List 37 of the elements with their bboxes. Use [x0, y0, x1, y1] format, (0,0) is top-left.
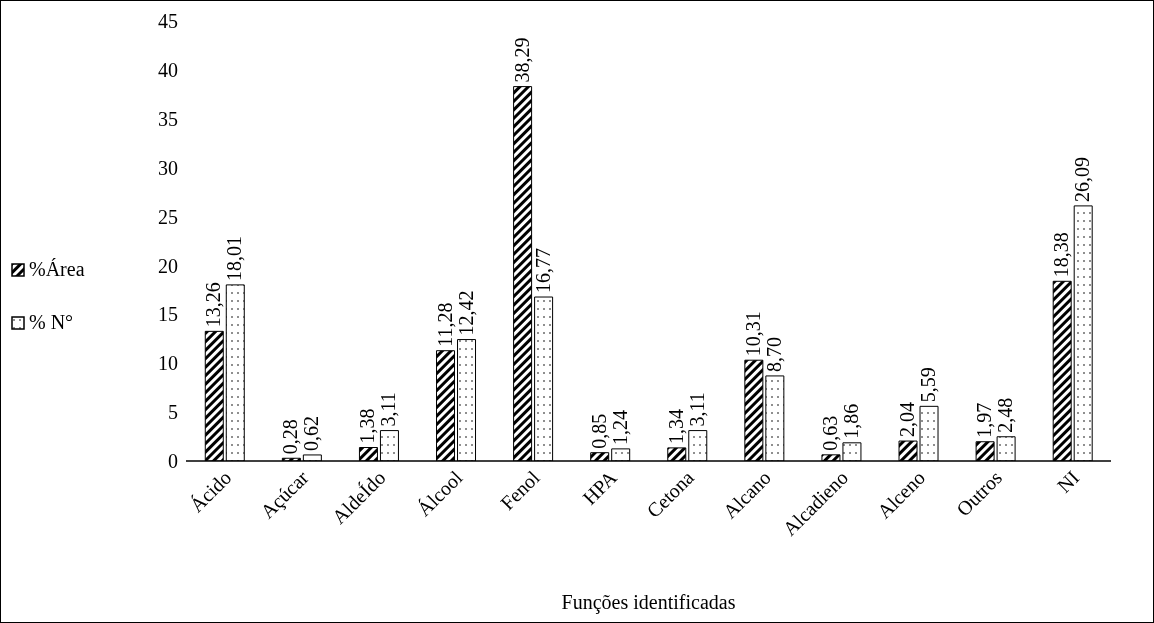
data-label: 18,01	[223, 235, 246, 281]
x-axis-title: Funções identificadas	[561, 591, 736, 614]
y-tick-label: 0	[168, 450, 178, 473]
y-tick-label: 5	[168, 401, 178, 424]
data-label: 0,63	[818, 415, 841, 451]
y-tick-label: 40	[158, 58, 178, 81]
data-label: 8,70	[762, 336, 785, 372]
data-label: 0,62	[300, 415, 323, 451]
data-label: 16,77	[531, 248, 554, 294]
data-label: 1,86	[839, 403, 862, 439]
x-tick-label: NI	[1052, 466, 1084, 497]
data-label: 1,38	[356, 408, 379, 444]
data-label: 5,59	[917, 367, 940, 403]
data-label: 10,31	[741, 311, 764, 357]
data-label: 3,11	[685, 392, 708, 427]
x-tick-label: HPA	[578, 465, 622, 509]
data-label: 2,48	[994, 397, 1017, 433]
data-label: 26,09	[1071, 156, 1094, 202]
data-label: 11,28	[433, 302, 456, 347]
data-label: 1,97	[973, 402, 996, 438]
y-tick-label: 45	[158, 10, 178, 33]
y-tick-label: 20	[158, 254, 178, 277]
data-label: 1,34	[664, 408, 687, 444]
legend-label: %Área	[29, 258, 85, 281]
data-label: 18,38	[1050, 232, 1073, 278]
data-label: 0,28	[279, 419, 302, 455]
data-label: 2,04	[896, 402, 919, 438]
data-label: 13,26	[202, 282, 225, 328]
y-tick-label: 15	[158, 303, 178, 326]
data-label: 3,11	[377, 392, 400, 427]
legend-label: % N°	[29, 311, 74, 334]
y-tick-label: 30	[158, 156, 178, 179]
y-tick-label: 10	[158, 352, 178, 375]
y-tick-label: 35	[158, 107, 178, 130]
data-label: 38,29	[510, 37, 533, 83]
data-label: 0,85	[587, 413, 610, 449]
y-tick-label: 25	[158, 205, 178, 228]
